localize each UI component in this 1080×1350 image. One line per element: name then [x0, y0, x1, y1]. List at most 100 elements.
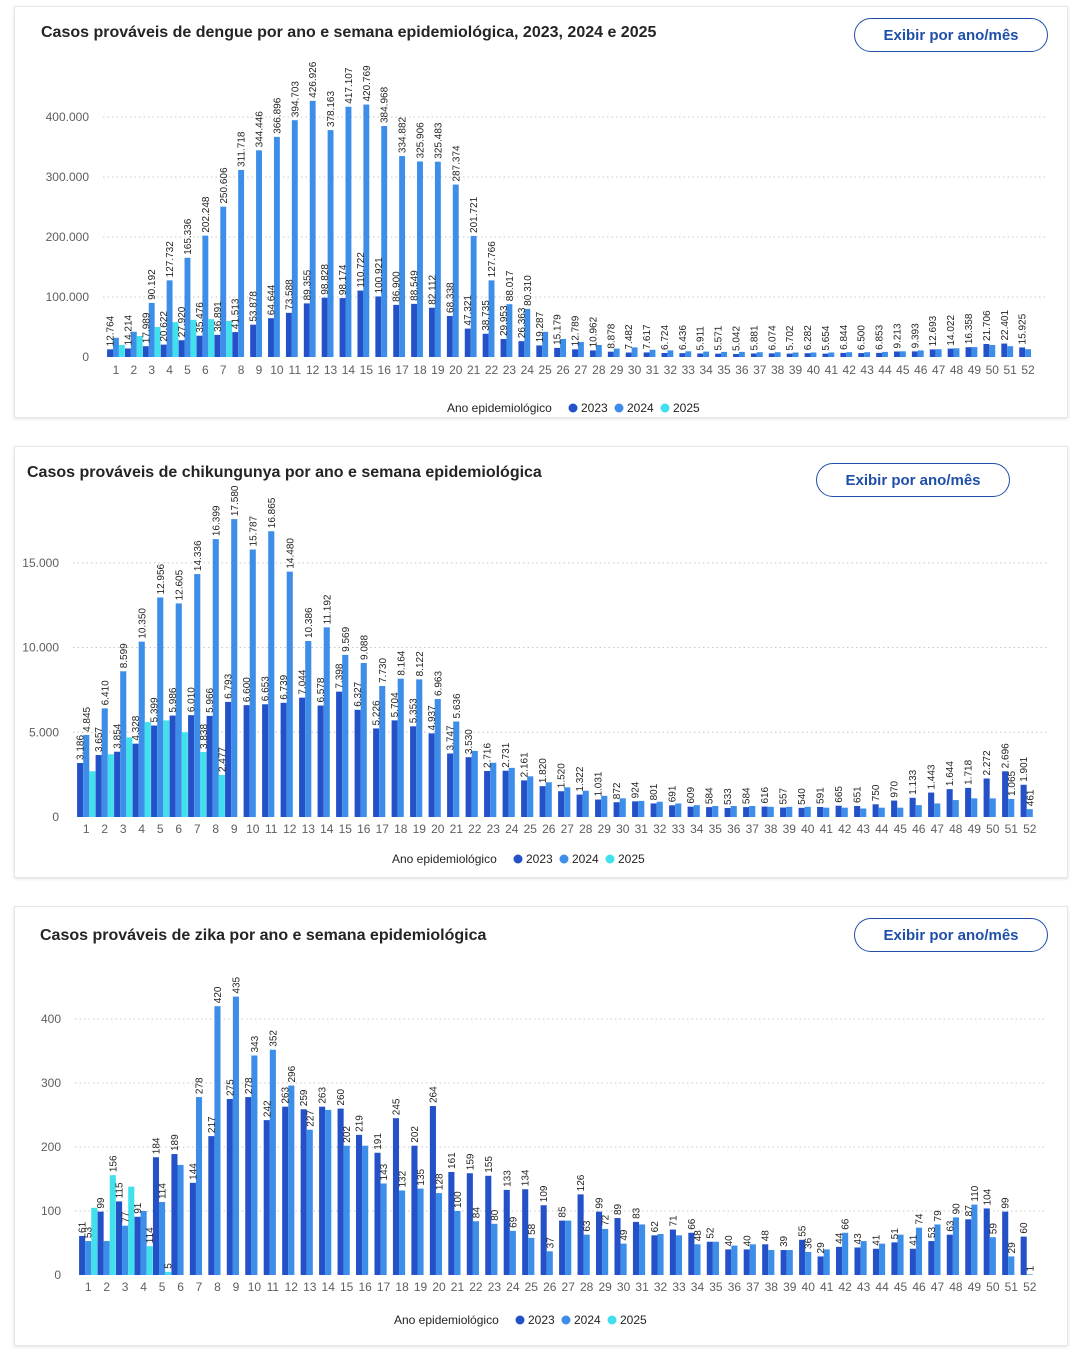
chikungunya-bar-2024-week-48[interactable]: [952, 800, 959, 817]
dengue-bar-2025-week-6[interactable]: [208, 319, 215, 357]
chikungunya-bar-2023-week-31[interactable]: [632, 801, 639, 817]
zika-bar-2024-week-10[interactable]: [251, 1055, 258, 1275]
chikungunya-bar-2023-week-47[interactable]: [928, 792, 935, 817]
zika-bar-2024-week-1[interactable]: [85, 1241, 92, 1275]
dengue-bar-2024-week-3[interactable]: [148, 302, 155, 357]
chikungunya-bar-2023-week-2[interactable]: [95, 755, 102, 817]
zika-bar-2023-week-11[interactable]: [263, 1120, 270, 1275]
dengue-bar-2023-week-33[interactable]: [679, 353, 686, 357]
chikungunya-bar-2023-week-30[interactable]: [613, 802, 620, 817]
chikungunya-bar-2024-week-11[interactable]: [268, 531, 275, 817]
dengue-bar-2023-week-41[interactable]: [822, 353, 829, 357]
zika-bar-2024-week-20[interactable]: [435, 1193, 443, 1275]
dengue-bar-2023-week-23[interactable]: [500, 339, 507, 357]
zika-bar-2023-week-29[interactable]: [596, 1211, 603, 1275]
chikungunya-bar-2024-week-39[interactable]: [786, 806, 793, 817]
dengue-view-by-year-month-button[interactable]: Exibir por ano/mês: [854, 18, 1048, 52]
dengue-bar-2024-week-13[interactable]: [327, 130, 334, 357]
dengue-bar-2023-week-42[interactable]: [840, 352, 847, 357]
zika-bar-2024-week-39[interactable]: [786, 1250, 793, 1275]
dengue-bar-2023-week-35[interactable]: [715, 353, 722, 357]
dengue-bar-2025-week-4[interactable]: [172, 322, 179, 357]
zika-bar-2023-week-17[interactable]: [374, 1152, 381, 1275]
chikungunya-bar-2024-week-6[interactable]: [175, 603, 182, 817]
zika-bar-2024-week-46[interactable]: [915, 1227, 923, 1275]
chikungunya-bar-2024-week-31[interactable]: [638, 800, 645, 817]
zika-bar-2023-week-22[interactable]: [466, 1173, 473, 1275]
zika-bar-2024-week-26[interactable]: [546, 1251, 553, 1275]
zika-bar-2024-week-36[interactable]: [731, 1245, 738, 1275]
zika-bar-2023-week-20[interactable]: [429, 1106, 436, 1275]
dengue-bar-2023-week-47[interactable]: [929, 349, 936, 357]
dengue-bar-2023-week-5[interactable]: [178, 340, 185, 357]
chikungunya-bar-2024-week-12[interactable]: [286, 571, 293, 817]
dengue-bar-2024-week-18[interactable]: [417, 161, 423, 357]
zika-bar-2024-week-42[interactable]: [842, 1232, 849, 1275]
zika-bar-2024-week-37[interactable]: [749, 1244, 756, 1275]
dengue-bar-2024-week-34[interactable]: [703, 351, 710, 357]
chikungunya-bar-2024-week-50[interactable]: [989, 798, 996, 817]
dengue-bar-2023-week-28[interactable]: [589, 350, 596, 357]
dengue-bar-2024-week-51[interactable]: [1007, 346, 1014, 357]
chikungunya-legend-label-2023[interactable]: 2023: [526, 852, 553, 866]
zika-bar-2024-week-48[interactable]: [952, 1217, 959, 1275]
chikungunya-bar-2024-week-10[interactable]: [249, 549, 256, 817]
zika-bar-2024-week-43[interactable]: [860, 1241, 867, 1275]
zika-bar-2024-week-50[interactable]: [989, 1237, 996, 1275]
dengue-bar-2024-week-2[interactable]: [130, 331, 137, 357]
chikungunya-bar-2023-week-1[interactable]: [77, 763, 84, 817]
zika-bar-2023-week-26[interactable]: [540, 1205, 547, 1275]
dengue-bar-2024-week-42[interactable]: [846, 352, 853, 357]
zika-bar-2024-week-35[interactable]: [712, 1241, 719, 1275]
dengue-bar-2023-week-18[interactable]: [411, 303, 418, 357]
chikungunya-bar-2023-week-24[interactable]: [502, 770, 509, 817]
dengue-bar-2024-week-49[interactable]: [971, 347, 978, 357]
chikungunya-bar-2023-week-43[interactable]: [854, 805, 861, 817]
zika-bar-2023-week-3[interactable]: [116, 1201, 123, 1275]
dengue-bar-2024-week-21[interactable]: [470, 235, 477, 357]
zika-bar-2025-week-4[interactable]: [146, 1246, 153, 1275]
zika-legend-marker-2025[interactable]: [607, 1315, 617, 1325]
dengue-bar-2023-week-32[interactable]: [661, 352, 668, 357]
zika-bar-2024-week-18[interactable]: [399, 1190, 406, 1275]
zika-bar-2024-week-15[interactable]: [343, 1145, 350, 1275]
chikungunya-bar-2023-week-45[interactable]: [891, 800, 898, 817]
chikungunya-bar-2023-week-23[interactable]: [484, 770, 491, 817]
chikungunya-bar-2024-week-9[interactable]: [231, 519, 238, 817]
zika-legend-marker-2023[interactable]: [515, 1315, 525, 1325]
chikungunya-bar-2025-week-3[interactable]: [126, 737, 133, 817]
chikungunya-bar-2023-week-13[interactable]: [299, 697, 306, 817]
zika-bar-2023-week-8[interactable]: [208, 1136, 215, 1275]
zika-bar-2024-week-47[interactable]: [934, 1224, 941, 1275]
chikungunya-bar-2024-week-44[interactable]: [878, 807, 885, 817]
zika-bar-2023-week-42[interactable]: [836, 1246, 843, 1275]
dengue-bar-2024-week-10[interactable]: [273, 136, 280, 357]
zika-bar-2024-week-38[interactable]: [768, 1250, 775, 1275]
dengue-legend-marker-2023[interactable]: [568, 403, 578, 413]
dengue-bar-2024-week-50[interactable]: [989, 345, 996, 357]
chikungunya-bar-2023-week-7[interactable]: [188, 715, 195, 817]
dengue-bar-2023-week-13[interactable]: [321, 297, 328, 357]
zika-bar-2024-week-30[interactable]: [620, 1243, 627, 1275]
chikungunya-bar-2023-week-41[interactable]: [817, 806, 824, 817]
chikungunya-bar-2023-week-38[interactable]: [761, 806, 768, 817]
dengue-bar-2023-week-27[interactable]: [572, 349, 578, 357]
chikungunya-bar-2024-week-32[interactable]: [656, 801, 663, 817]
zika-bar-2023-week-51[interactable]: [1002, 1211, 1009, 1275]
dengue-bar-2023-week-22[interactable]: [482, 333, 489, 357]
chikungunya-bar-2024-week-33[interactable]: [675, 803, 682, 817]
chikungunya-bar-2023-week-11[interactable]: [262, 704, 269, 817]
zika-bar-2025-week-3[interactable]: [128, 1186, 135, 1275]
chikungunya-bar-2023-week-39[interactable]: [780, 807, 787, 817]
zika-bar-2023-week-31[interactable]: [632, 1221, 640, 1275]
chikungunya-bar-2024-week-8[interactable]: [212, 539, 219, 817]
chikungunya-bar-2024-week-34[interactable]: [693, 805, 700, 817]
dengue-bar-2023-week-51[interactable]: [1001, 343, 1008, 357]
chikungunya-bar-2023-week-36[interactable]: [724, 807, 731, 817]
chikungunya-legend-marker-2025[interactable]: [605, 854, 615, 864]
zika-legend-label-2025[interactable]: 2025: [620, 1313, 647, 1327]
chikungunya-bar-2023-week-20[interactable]: [428, 733, 435, 817]
dengue-bar-2024-week-45[interactable]: [899, 351, 906, 357]
dengue-legend-label-2024[interactable]: 2024: [627, 401, 654, 415]
zika-bar-2024-week-49[interactable]: [971, 1204, 978, 1275]
